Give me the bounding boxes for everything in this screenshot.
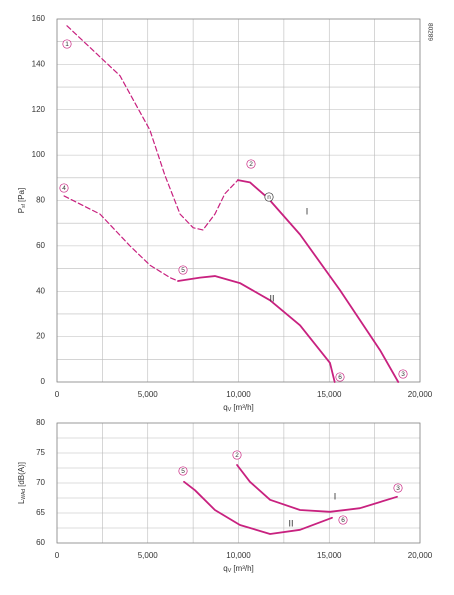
curve <box>237 179 400 383</box>
annotation: II <box>269 293 274 303</box>
annotation: II <box>288 518 293 528</box>
x-tick-label: 15,000 <box>317 390 342 399</box>
x-tick-label: 5,000 <box>138 390 159 399</box>
annotation-circle <box>178 265 188 275</box>
annotation-circle <box>59 183 69 193</box>
curve <box>66 25 239 231</box>
annotation: 4 <box>62 185 66 192</box>
annotation: 80289 <box>426 23 433 41</box>
x-label-main: q <box>223 403 227 412</box>
y-tick-label: 160 <box>32 14 46 23</box>
annotation: 1 <box>65 41 69 48</box>
annotation-circle <box>62 39 72 49</box>
annotation-circle <box>232 450 242 460</box>
annotation: I <box>334 491 337 501</box>
annotation: 2 <box>249 161 253 168</box>
y-tick-label: 20 <box>36 332 45 341</box>
curve <box>236 464 398 513</box>
y-tick-label: 65 <box>36 508 45 517</box>
y-label-sub: sf <box>21 203 27 208</box>
x-tick-label: 5,000 <box>138 551 159 560</box>
x-label-unit: [m³/h] <box>233 403 253 412</box>
annotation-circle <box>246 159 256 169</box>
x-axis-label: qV [m³/h] <box>223 564 254 574</box>
y-tick-label: 140 <box>32 59 46 68</box>
y-tick-label: 60 <box>36 538 45 547</box>
x-label-sub: V <box>228 568 232 574</box>
y-tick-label: 70 <box>36 478 45 487</box>
y-tick-label: 100 <box>32 150 46 159</box>
annotation: I <box>306 206 309 216</box>
y-tick-label: 75 <box>36 448 45 457</box>
plot-frame <box>56 422 421 544</box>
annotation-circle <box>335 372 345 382</box>
x-tick-label: 0 <box>55 551 60 560</box>
x-label-main: q <box>223 564 227 573</box>
curve <box>177 275 336 383</box>
y-tick-label: 80 <box>36 196 45 205</box>
y-tick-label: 80 <box>36 418 45 427</box>
x-label-unit: [m³/h] <box>233 564 253 573</box>
y-label-sub: WAd <box>21 489 27 500</box>
annotation: 2 <box>235 452 239 459</box>
annotation: 6 <box>338 374 342 381</box>
y-axis-label: Psf[Pa] <box>17 188 27 213</box>
annotation-circle <box>393 483 403 493</box>
annotation: 3 <box>396 485 400 492</box>
y-label-main: P <box>17 208 26 213</box>
annotation: 5 <box>181 267 185 274</box>
annotation-circle <box>398 369 408 379</box>
annotation: 6 <box>341 517 345 524</box>
y-tick-label: 40 <box>36 286 45 295</box>
annotation-circle <box>178 466 188 476</box>
plot-frame <box>56 18 421 383</box>
curve <box>63 195 179 282</box>
y-label-unit: [Pa] <box>17 188 26 202</box>
annotation: 3 <box>401 371 405 378</box>
y-tick-label: 60 <box>36 241 45 250</box>
x-tick-label: 10,000 <box>226 551 251 560</box>
y-axis-label: LWAd [dB(A)] <box>17 462 27 504</box>
annotation-circle <box>264 192 274 202</box>
y-tick-label: 0 <box>41 377 46 386</box>
annotation-circle <box>338 515 348 525</box>
x-tick-label: 20,000 <box>408 551 433 560</box>
annotation: 5 <box>181 468 185 475</box>
x-tick-label: 10,000 <box>226 390 251 399</box>
x-tick-label: 15,000 <box>317 551 342 560</box>
y-label-unit: [dB(A)] <box>17 462 26 487</box>
curve <box>183 480 333 535</box>
x-tick-label: 20,000 <box>408 390 433 399</box>
y-label-main: L <box>17 499 26 504</box>
x-tick-label: 0 <box>55 390 60 399</box>
x-axis-label: qV [m³/h] <box>223 403 254 413</box>
y-tick-label: 120 <box>32 105 46 114</box>
annotation: n <box>267 194 271 201</box>
x-label-sub: V <box>228 407 232 413</box>
